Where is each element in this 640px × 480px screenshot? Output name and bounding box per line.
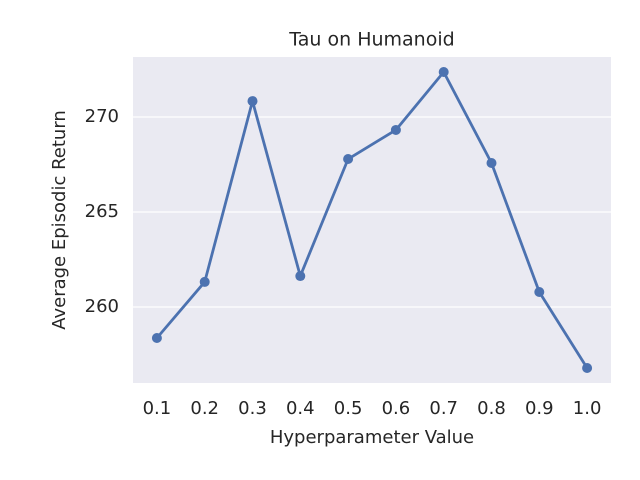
x-tick-label: 0.6 (382, 398, 411, 419)
point (199, 276, 210, 287)
point (486, 158, 497, 169)
point (151, 332, 162, 343)
x-tick-label: 0.5 (334, 398, 363, 419)
series-line (155, 70, 589, 369)
x-tick-label: 0.1 (143, 398, 172, 419)
x-tick-label: 0.3 (238, 398, 267, 419)
x-tick-label: 0.4 (286, 398, 315, 419)
point (438, 67, 449, 78)
y-tick-label: 265 (85, 201, 119, 222)
y-axis-label: Average Episodic Return (49, 110, 70, 330)
y-tick-label: 270 (85, 106, 119, 127)
y-tick-label: 260 (85, 296, 119, 317)
point (390, 124, 401, 135)
point (295, 271, 306, 282)
x-tick-label: 0.7 (429, 398, 458, 419)
x-tick-label: 0.8 (477, 398, 506, 419)
point (343, 154, 354, 165)
point (582, 362, 593, 373)
x-axis-label: Hyperparameter Value (270, 427, 474, 448)
plot-area (133, 57, 611, 383)
point (247, 96, 258, 107)
chart-title: Tau on Humanoid (288, 29, 454, 51)
x-tick-label: 1.0 (573, 398, 602, 419)
x-tick-label: 0.2 (190, 398, 219, 419)
x-tick-label: 0.9 (525, 398, 554, 419)
point (534, 287, 545, 298)
